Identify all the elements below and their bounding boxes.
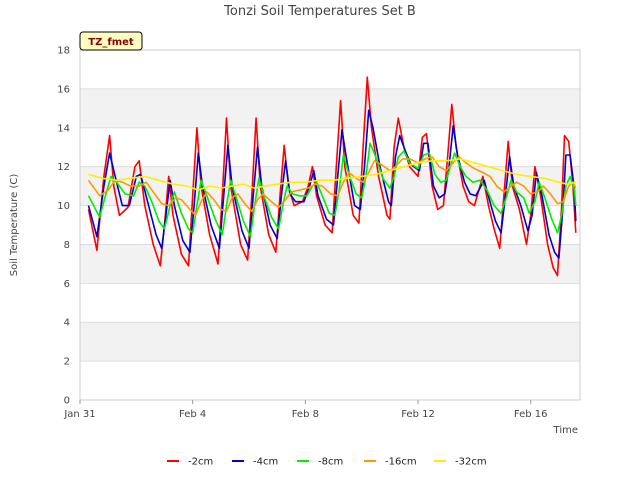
background-band — [80, 88, 580, 128]
plot-background-bands — [80, 88, 580, 362]
x-axis-label: Time — [553, 425, 578, 436]
y-tick-label: 0 — [64, 396, 70, 407]
y-tick-label: 4 — [64, 318, 70, 329]
series-line-minus16cm — [87, 156, 577, 217]
x-tick-label: Feb 8 — [292, 409, 319, 420]
background-band — [80, 322, 580, 362]
y-tick-label: 2 — [64, 357, 70, 368]
x-tick-label: Feb 12 — [401, 409, 435, 420]
x-tick-labels: Jan 31 Feb 4 Feb 8 Feb 12 Feb 16 — [63, 400, 548, 420]
series-line-minus4cm — [87, 109, 577, 259]
legend: -2cm -4cm -8cm -16cm -32cm — [167, 457, 487, 468]
background-band — [80, 244, 580, 284]
series-line-minus8cm — [87, 142, 577, 238]
annotation-text: TZ_fmet — [88, 37, 134, 48]
legend-label: -2cm — [188, 457, 213, 468]
chart-title: Tonzi Soil Temperatures Set B — [223, 4, 416, 19]
y-tick-label: 8 — [64, 240, 70, 251]
y-tick-label: 14 — [57, 123, 70, 134]
series-lines — [87, 76, 577, 277]
y-tick-label: 16 — [57, 84, 70, 95]
plot-frame — [79, 49, 581, 401]
annotation-tag: TZ_fmet — [79, 31, 143, 51]
x-tick-label: Jan 31 — [63, 409, 95, 420]
y-tick-label: 10 — [57, 201, 70, 212]
x-tick-label: Feb 4 — [179, 409, 206, 420]
y-tick-label: 6 — [64, 279, 70, 290]
y-tick-labels: 0 2 4 6 8 10 12 14 16 18 — [57, 46, 70, 407]
series-line-minus2cm — [87, 76, 577, 277]
y-tick-label: 12 — [57, 162, 70, 173]
series-line-minus32cm — [88, 158, 576, 191]
legend-label: -16cm — [385, 457, 417, 468]
legend-label: -32cm — [455, 457, 487, 468]
y-tick-label: 18 — [57, 46, 70, 57]
y-axis-label: Soil Temperature (C) — [9, 174, 20, 277]
legend-label: -8cm — [318, 457, 343, 468]
legend-label: -4cm — [253, 457, 278, 468]
gridlines — [80, 49, 580, 401]
x-tick-label: Feb 16 — [514, 409, 548, 420]
